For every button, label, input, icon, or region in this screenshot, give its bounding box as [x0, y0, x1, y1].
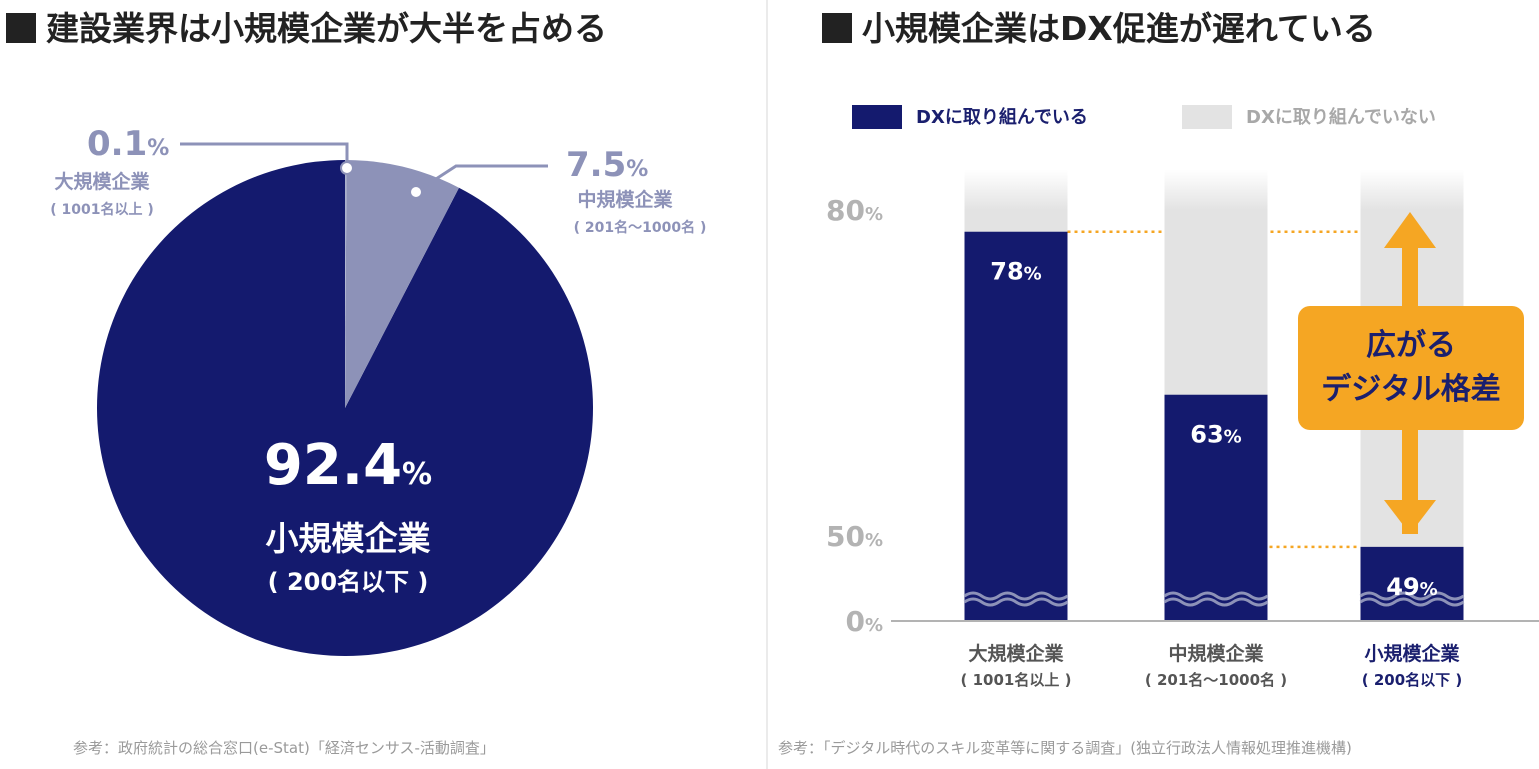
leader-dot-large: [340, 161, 354, 175]
axis-break-wave-1: [1163, 591, 1269, 601]
pie-name-small: 小規模企業: [266, 519, 431, 558]
legend-item-no-dx: DXに取り組んでいない: [1182, 103, 1436, 129]
pie-label-medium: 7.5%: [566, 145, 648, 185]
axis-break-wave-2-2: [1359, 597, 1465, 607]
legend-item-dx: DXに取り組んでいる: [852, 103, 1088, 129]
square-bullet-icon: [6, 13, 36, 43]
bar-chart-panel: 小規模企業はDX促進が遅れている DXに取り組んでいる DXに取り組んでいない …: [770, 0, 1539, 769]
leader-dot-medium: [409, 185, 423, 199]
panel-divider: [766, 0, 768, 769]
pie-slice-large: [345, 160, 347, 408]
category-sub-label-0: ( 1001名以上 ): [961, 671, 1072, 689]
bar-chart-title: 小規模企業はDX促進が遅れている: [822, 2, 1376, 50]
pie-chart-title: 建設業界は小規模企業が大半を占める: [6, 2, 607, 50]
y-tick-80: 80%: [826, 194, 883, 227]
category-sub-label-2: ( 200名以下 ): [1362, 671, 1462, 689]
axis-break-wave-0: [963, 591, 1069, 601]
legend-label-dx: DXに取り組んでいる: [916, 107, 1088, 128]
pie-chart-title-text: 建設業界は小規模企業が大半を占める: [46, 9, 607, 48]
bar-bg-fade-1: [1164, 170, 1268, 210]
category-label-2: 小規模企業: [1364, 642, 1460, 665]
bar-value-label-0: 78%: [990, 258, 1041, 286]
category-label-0: 大規模企業: [968, 642, 1064, 665]
bar-chart-source: 参考：「デジタル時代のスキル変革等に関する調査」(独立行政法人情報処理推進機構): [778, 739, 1352, 757]
category-label-1: 中規模企業: [1168, 642, 1264, 665]
bar-bg-fade-2: [1360, 170, 1464, 210]
bar-value-label-1: 63%: [1190, 421, 1241, 449]
pie-slice-medium: [345, 160, 459, 408]
callout-line-1: 広がる: [1366, 328, 1456, 363]
pie-chart-panel: 建設業界は小規模企業が大半を占める 0.1% 大規模企業 ( 1001名以上 )…: [0, 0, 766, 769]
legend-swatch-dx: [852, 105, 902, 129]
callout-line-2: デジタル格差: [1321, 372, 1501, 407]
pie-sub-small: ( 200名以下 ): [268, 568, 429, 596]
pie-label-large: 0.1%: [87, 124, 169, 164]
pie-sub-medium: ( 201名～1000名 ): [574, 219, 707, 236]
legend-swatch-no-dx: [1182, 105, 1232, 129]
bar-dx-1: [1164, 394, 1268, 621]
pie-name-large: 大規模企業: [54, 170, 150, 193]
y-tick-0: 0%: [845, 605, 883, 638]
axis-break-wave-2: [1359, 591, 1465, 601]
bar-bg-fade-0: [964, 170, 1068, 210]
leader-line-large: [180, 142, 349, 168]
pie-name-medium: 中規模企業: [577, 188, 673, 211]
axis-break-wave-2-1: [1163, 597, 1269, 607]
pie-label-small: 92.4%: [264, 433, 432, 498]
pie-sub-large: ( 1001名以上 ): [50, 201, 154, 218]
category-sub-label-1: ( 201名～1000名 ): [1145, 671, 1287, 689]
pie-chart: 0.1% 大規模企業 ( 1001名以上 ) 7.5% 中規模企業 ( 201名…: [50, 124, 707, 656]
bar-dx-2: [1360, 546, 1464, 621]
pie-chart-source: 参考：政府統計の総合窓口(e-Stat)「経済センサス-活動調査」: [73, 739, 495, 757]
y-tick-50: 50%: [826, 520, 883, 553]
bar-value-label-2: 49%: [1386, 573, 1437, 601]
digital-gap-callout: 広がる デジタル格差: [1298, 306, 1524, 430]
bar-dx-0: [964, 231, 1068, 621]
axis-break-wave-2-0: [963, 597, 1069, 607]
bar-chart-title-text: 小規模企業はDX促進が遅れている: [862, 9, 1376, 48]
square-bullet-icon: [822, 13, 852, 43]
legend-label-no-dx: DXに取り組んでいない: [1246, 107, 1436, 128]
leader-line-medium: [415, 164, 548, 194]
